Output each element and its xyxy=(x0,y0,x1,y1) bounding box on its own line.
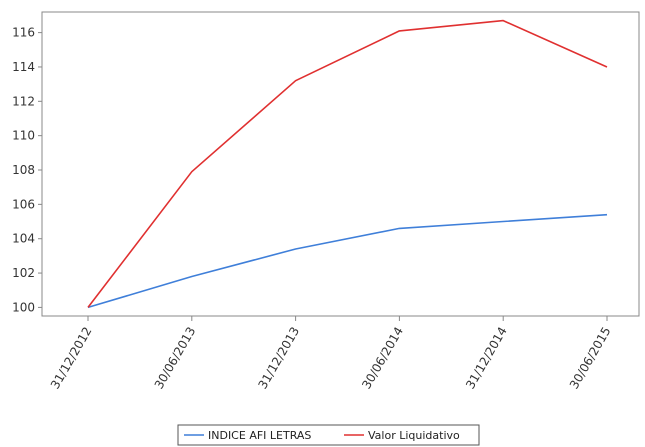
y-tick-label: 104 xyxy=(12,232,35,246)
x-tick-label: 30/06/2013 xyxy=(152,325,199,392)
x-axis: 31/12/2012 30/06/2013 31/12/2013 30/06/2014… xyxy=(48,316,614,391)
x-tick-label: 30/06/2015 xyxy=(567,325,614,392)
x-tick-label: 31/12/2014 xyxy=(463,325,510,392)
y-tick-label: 102 xyxy=(12,266,35,280)
y-axis: 100 102 104 106 108 110 112 114 116 xyxy=(12,26,42,314)
x-tick-label: 31/12/2012 xyxy=(48,325,95,392)
series-line-1 xyxy=(87,19,608,308)
series-line-0 xyxy=(87,213,608,309)
legend: INDICE AFI LETRAS Valor Liquidativo xyxy=(177,424,480,446)
x-tick-label: 31/12/2013 xyxy=(255,325,302,392)
plot-frame xyxy=(41,11,640,317)
x-tick-label: 30/06/2014 xyxy=(359,325,406,392)
series-layer xyxy=(87,19,608,309)
y-tick-label: 100 xyxy=(12,300,35,314)
y-tick-label: 110 xyxy=(12,129,35,143)
legend-label: INDICE AFI LETRAS xyxy=(208,429,311,442)
legend-box xyxy=(177,424,480,446)
y-tick-label: 114 xyxy=(12,60,35,74)
legend-label: Valor Liquidativo xyxy=(368,429,460,442)
y-tick-label: 112 xyxy=(12,94,35,108)
y-tick-label: 108 xyxy=(12,163,35,177)
y-tick-label: 116 xyxy=(12,26,35,40)
y-tick-label: 106 xyxy=(12,197,35,211)
